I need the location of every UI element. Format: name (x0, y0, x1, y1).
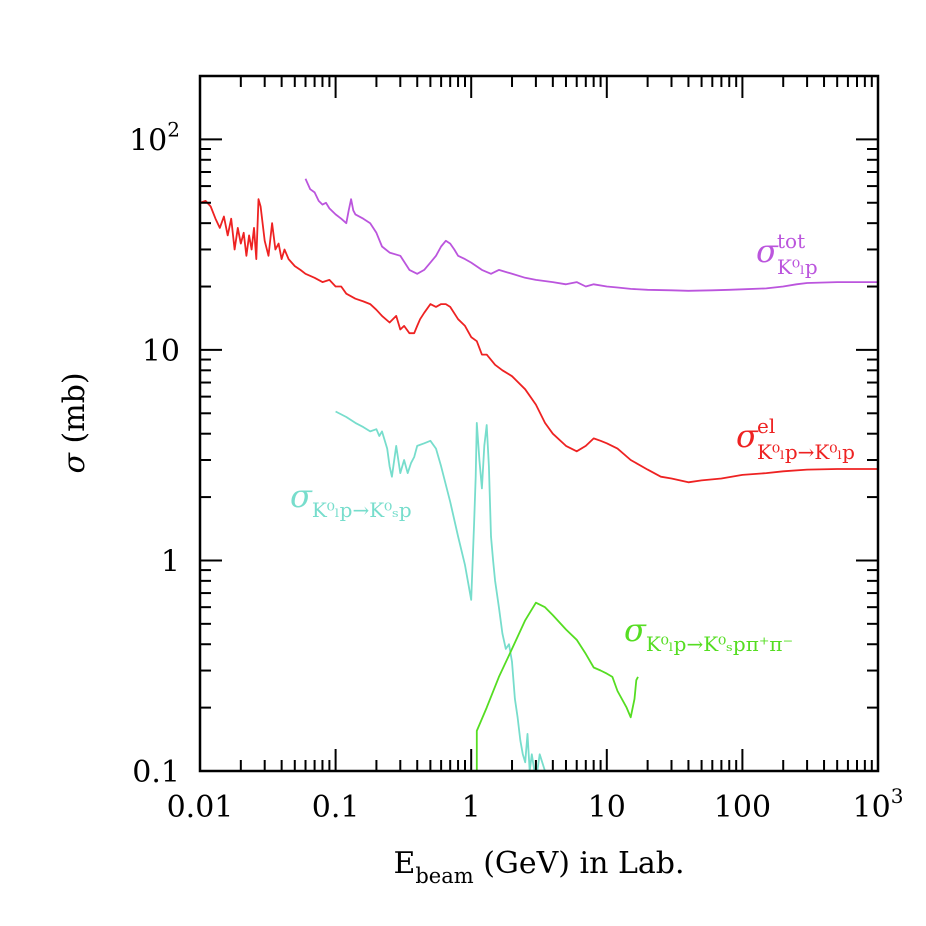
y-tick-label: 1 (161, 544, 180, 579)
y-tick-label: 10 (142, 334, 180, 369)
series-label-pion-production: σK⁰ₗp→K⁰ₛpπ⁺π⁻ (624, 611, 793, 656)
y-tick-label: 0.1 (132, 755, 180, 790)
series-line-elastic (200, 198, 878, 484)
x-axis-label: Ebeam (GeV) in Lab. (393, 846, 684, 888)
x-tick-label: 103 (853, 784, 904, 825)
series-layer (200, 178, 878, 771)
y-axis-label: σ (mb) (57, 372, 92, 473)
tick-layer (199, 75, 878, 772)
x-tick-label: 0.01 (167, 790, 234, 825)
series-line-charge-exchange (335, 410, 546, 771)
x-tick-label: 0.1 (312, 790, 360, 825)
plot-frame (198, 74, 880, 773)
x-tick-label: 1 (462, 790, 481, 825)
y-tick-label: 102 (129, 117, 180, 158)
series-label-total: σtot K⁰ₗp (756, 229, 818, 279)
series-label-elastic: σel K⁰ₗp→K⁰ₗp (736, 414, 855, 464)
series-line-total (304, 178, 878, 292)
x-tick-label: 100 (714, 790, 771, 825)
x-tick-label: 10 (588, 790, 626, 825)
series-label-charge-exchange: σK⁰ₗp→K⁰ₛp (290, 477, 412, 522)
series-line-pion-production (475, 601, 639, 771)
